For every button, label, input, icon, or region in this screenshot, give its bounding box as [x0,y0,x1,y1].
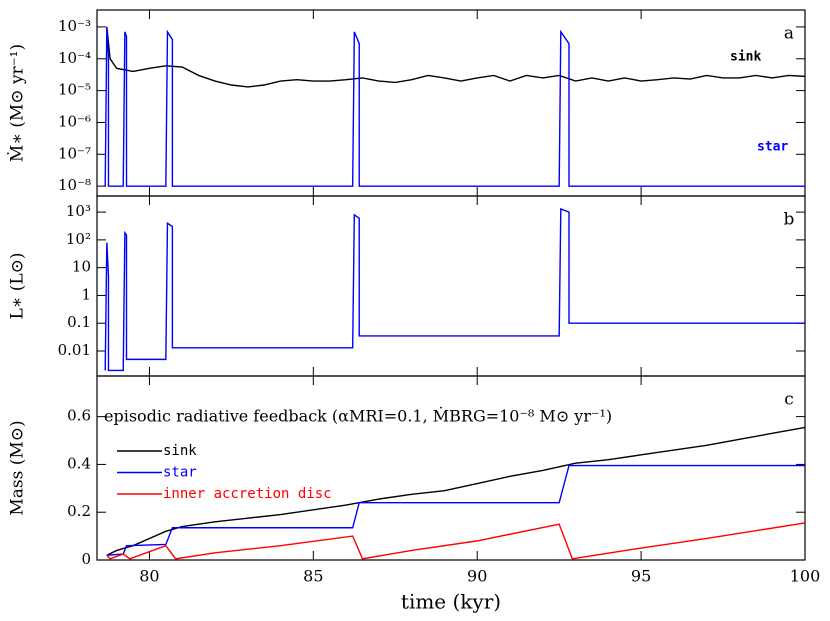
data-line [106,426,806,556]
data-line [106,522,806,560]
annotation: episodic radiative feedback (αMRI=0.1, Ṁ… [104,406,612,426]
series-label: sink [730,50,761,65]
y-tick-label: 0.2 [67,502,91,520]
panel-label: c [784,390,794,410]
data-line [106,26,806,88]
series-label: star [757,140,788,155]
x-tick-label: 90 [467,567,487,586]
data-line [106,464,805,556]
panel-frame [96,375,806,561]
panel-label: a [784,24,794,44]
x-tick-label: 100 [790,567,821,586]
y-tick-label: 0 [81,550,91,568]
panel-label: b [784,210,795,230]
y-tick-label: 10³ [66,202,91,220]
y-tick-label: 10² [66,230,91,248]
x-tick-label: 85 [303,567,323,586]
y-tick-label: 10⁻³ [58,17,91,35]
y-tick-label: 0.4 [67,454,91,472]
y-tick-label: 10⁻⁶ [58,112,91,130]
x-axis-label: time (kyr) [401,590,501,614]
y-tick-label: 10⁻⁵ [58,81,91,99]
legend-label: inner accretion disc [163,486,332,502]
legend-label: star [163,465,197,481]
y-tick-label: 10⁻⁸ [58,176,91,194]
y-tick-label: 0.6 [67,407,91,425]
data-line [104,26,805,187]
panel-frame [96,9,806,197]
y-tick-label: 1 [81,285,91,303]
x-tick-label: 95 [631,567,651,586]
legend-label: sink [163,443,197,459]
y-axis-label: Ṁ∗ (M⊙ yr⁻¹) [7,44,28,162]
y-tick-label: 10⁻⁴ [58,49,91,67]
y-tick-label: 0.1 [67,313,91,331]
y-tick-label: 10⁻⁷ [58,144,91,162]
y-tick-label: 0.01 [58,341,91,359]
data-line [104,207,805,372]
y-tick-label: 10 [72,258,91,276]
y-axis-label: Mass (M⊙) [8,420,28,515]
panel-frame [96,195,806,377]
y-axis-label: L∗ (L⊙) [8,252,28,319]
x-tick-label: 80 [139,567,159,586]
